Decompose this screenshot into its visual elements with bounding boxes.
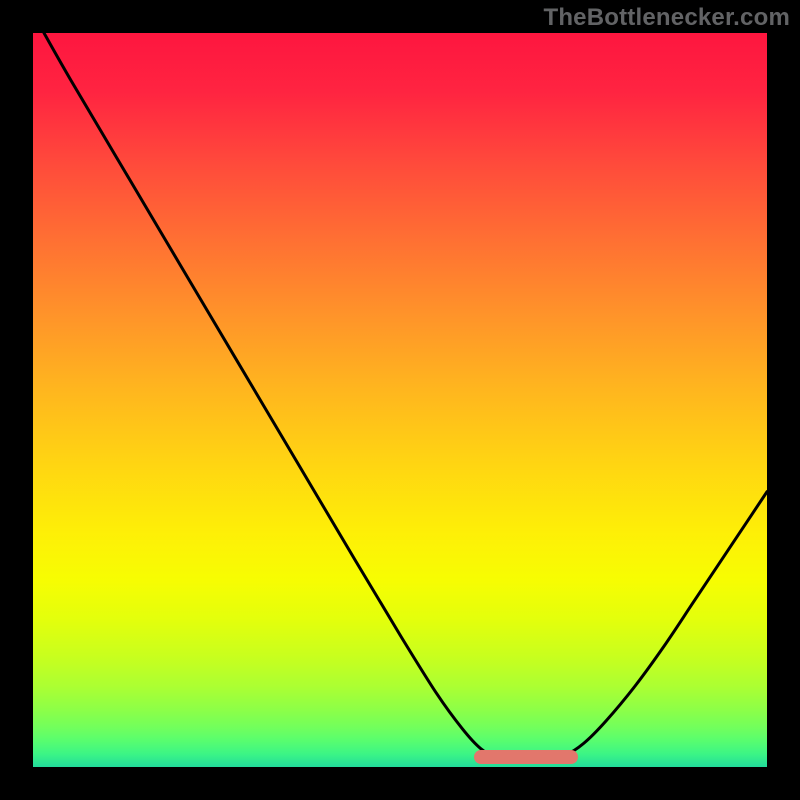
bottleneck-curve	[33, 33, 767, 767]
plot-area	[33, 33, 767, 767]
optimal-range-marker	[474, 750, 578, 764]
watermark-text: TheBottlenecker.com	[543, 4, 790, 32]
chart-frame: TheBottlenecker.com	[0, 0, 800, 800]
